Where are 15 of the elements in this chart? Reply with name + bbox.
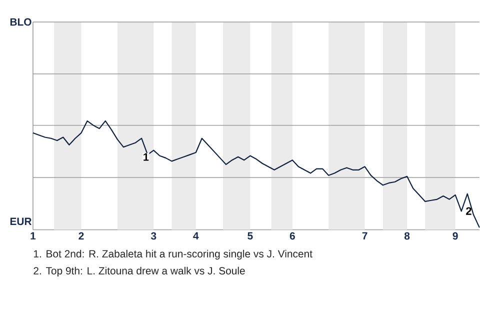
x-tick-label: 8 [404, 232, 410, 240]
x-tick-label: 4 [193, 232, 199, 240]
annotation: 2 [466, 207, 472, 216]
text: EUR [10, 218, 32, 226]
x-tick-label: 2 [78, 232, 84, 240]
x-tick-label: 5 [248, 232, 253, 240]
annotation: 1 [144, 153, 149, 161]
x-tick-label: 1 [30, 232, 36, 240]
x-tick-label: 7 [362, 232, 368, 240]
text: 2. Top 9th: L. Zitouna drew a walk vs J. Soule [34, 267, 245, 277]
text: BLO [10, 18, 32, 26]
x-tick-label: 3 [150, 232, 156, 240]
x-tick-label: 9 [452, 232, 458, 240]
x-tick-label: 6 [290, 232, 295, 240]
text: 1. Bot 2nd: R. Zabaleta hit a run-scoring single vs J. Vincent [34, 250, 312, 260]
